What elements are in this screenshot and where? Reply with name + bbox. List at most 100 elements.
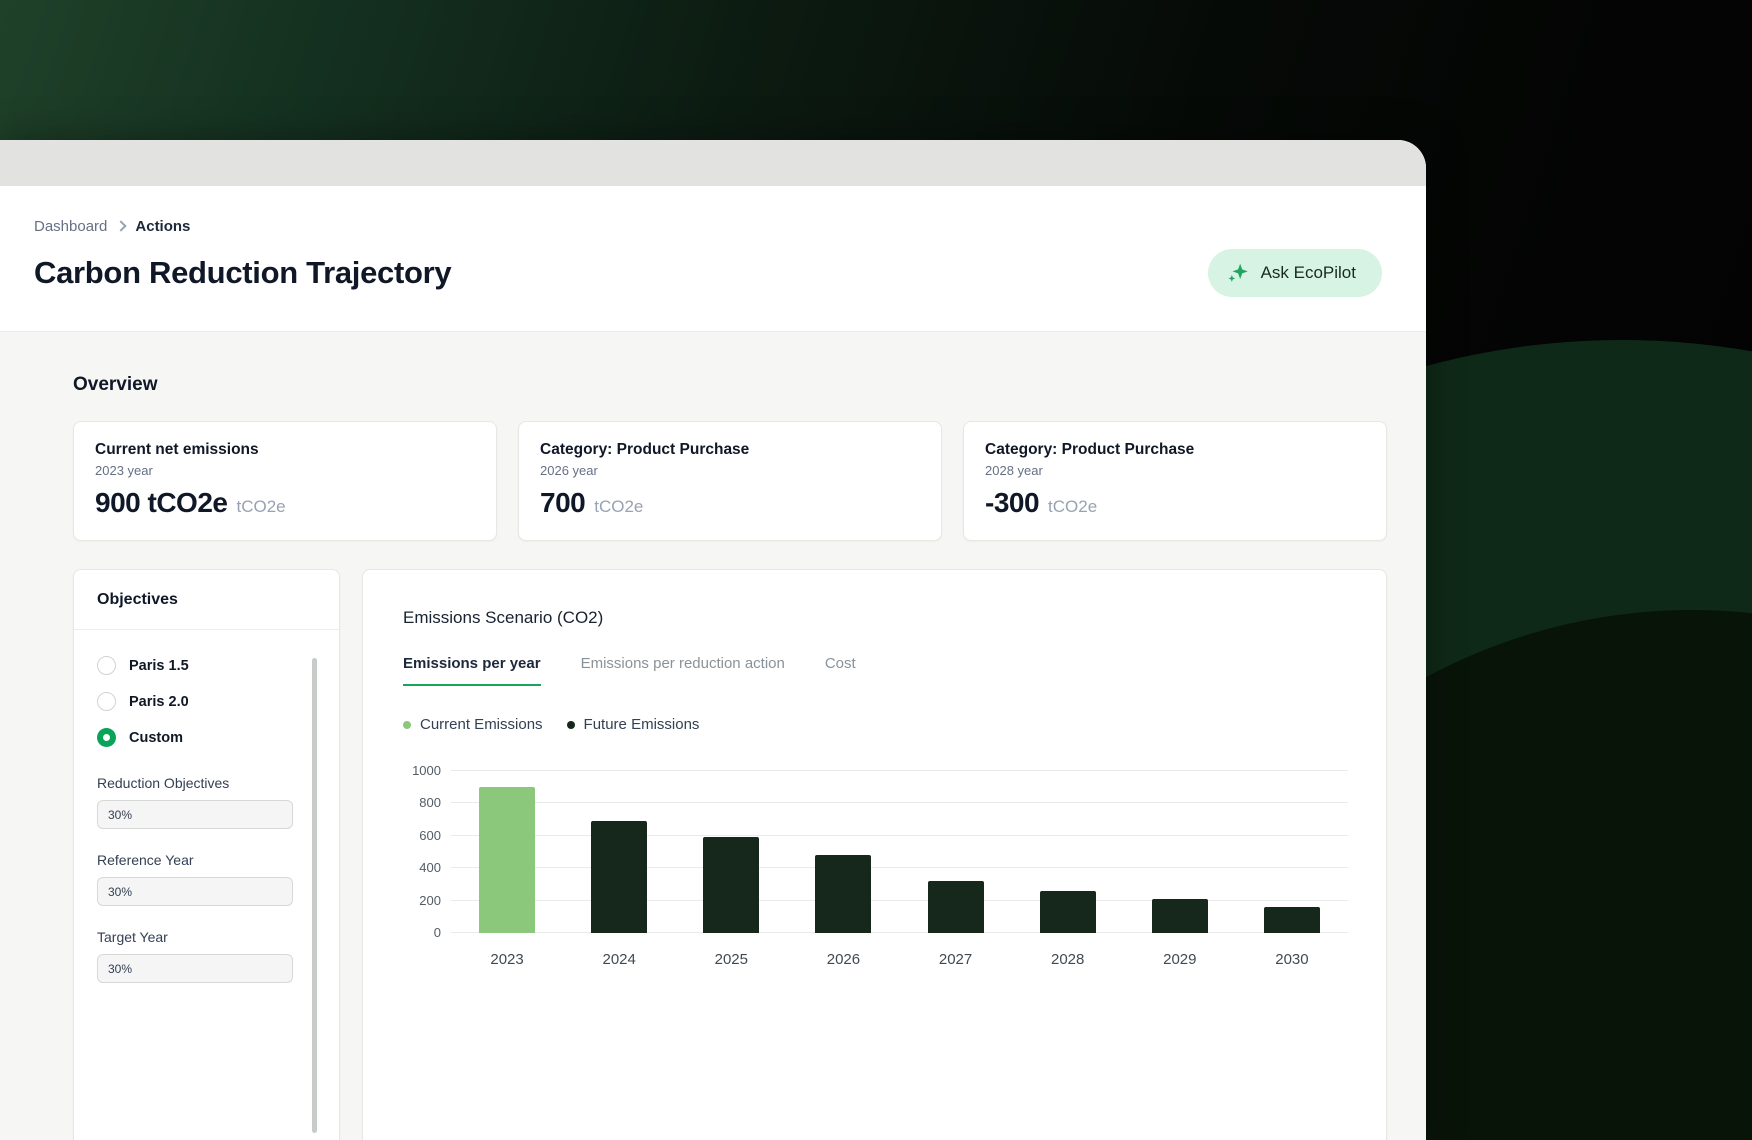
bar-2024 (591, 821, 648, 933)
stat-card-category-2026: Category: Product Purchase 2026 year 700… (518, 421, 942, 541)
y-tick-label: 200 (419, 892, 441, 908)
stat-card-subtitle: 2023 year (95, 463, 153, 478)
bar-2025 (703, 837, 760, 933)
field-input-reference-year[interactable] (97, 877, 293, 906)
bar-2026 (815, 855, 872, 933)
x-tick-label: 2026 (826, 951, 861, 968)
sparkle-icon (1227, 263, 1248, 282)
legend-dot-icon (403, 720, 411, 729)
chart-x-labels: 2023 2024 2025 2026 2027 2028 2029 2030 (451, 951, 1348, 968)
breadcrumb: Dashboard Actions (34, 218, 1382, 235)
legend-label: Current Emissions (420, 716, 543, 733)
y-tick-label: 800 (419, 795, 441, 811)
bar-slot (675, 771, 787, 933)
gridline: 1000 (412, 763, 1348, 778)
field-input-reduction-objectives[interactable] (97, 800, 293, 829)
main-panel: Dashboard Actions Carbon Reduction Traje… (0, 140, 1426, 1140)
stat-card-category-2028: Category: Product Purchase 2028 year -30… (963, 421, 1387, 541)
stat-card-value: 700 (540, 487, 586, 518)
bar-slot (1236, 771, 1348, 933)
tab-emissions-per-reduction-action[interactable]: Emissions per reduction action (580, 655, 785, 672)
objectives-panel: Objectives Paris 1.5 Paris 2.0 Custom Redu… (73, 569, 340, 1140)
stat-card-subtitle: 2026 year (540, 463, 598, 478)
objective-field: Reduction Objectives (97, 775, 316, 829)
chevron-right-icon (115, 220, 128, 232)
x-tick-label: 2027 (938, 951, 973, 968)
objective-option-paris-1-5[interactable]: Paris 1.5 (97, 656, 316, 675)
stat-card-title: Category: Product Purchase (985, 441, 1195, 458)
y-tick-label: 400 (419, 860, 441, 876)
legend-dot-icon (566, 720, 575, 729)
ask-ecopilot-button[interactable]: Ask EcoPilot (1207, 249, 1382, 297)
stat-card-unit: tCO2e (594, 497, 644, 516)
bar-2029 (1151, 898, 1208, 933)
bar-2028 (1039, 890, 1096, 933)
bar-2027 (927, 881, 984, 933)
gridline: 400 (419, 860, 1348, 875)
breadcrumb-dashboard[interactable]: Dashboard (34, 218, 108, 235)
x-tick-label: 2023 (490, 951, 524, 968)
stat-card-unit: tCO2e (1048, 497, 1098, 516)
chart-plot: 0 200 400 600 800 1000 (412, 763, 1348, 940)
objectives-options: Paris 1.5 Paris 2.0 Custom (74, 630, 339, 747)
objective-field: Reference Year (97, 852, 316, 906)
breadcrumb-actions: Actions (135, 218, 191, 235)
tab-emissions-per-year[interactable]: Emissions per year (403, 655, 541, 686)
field-label: Reduction Objectives (97, 775, 230, 791)
page-header: Dashboard Actions Carbon Reduction Traje… (0, 186, 1426, 332)
objective-option-label: Custom (129, 729, 183, 746)
stat-card-value: 900 tCO2e (95, 487, 228, 518)
field-input-target-year[interactable] (97, 954, 293, 983)
objectives-fields: Reduction Objectives Reference Year Target… (74, 747, 339, 983)
bar-slot (900, 771, 1012, 933)
chart-title: Emissions Scenario (CO2) (403, 608, 604, 627)
x-tick-label: 2024 (602, 951, 636, 968)
bar-slot (451, 771, 563, 933)
page-title: Carbon Reduction Trajectory (34, 255, 452, 290)
stat-card-value-row: 700 tCO2e (540, 487, 920, 519)
x-tick-label: 2028 (1051, 951, 1085, 968)
bar-2023 (479, 787, 536, 933)
objectives-title: Objectives (97, 591, 178, 608)
overview-heading: Overview (73, 374, 158, 395)
radio-unchecked-icon[interactable] (97, 656, 116, 675)
bars-row (451, 771, 1348, 933)
ask-ecopilot-label: Ask EcoPilot (1260, 263, 1356, 282)
stat-card-subtitle: 2028 year (985, 463, 1043, 478)
objectives-scrollbar[interactable] (312, 658, 317, 1133)
stat-card-value: -300 (985, 487, 1040, 518)
legend-item: Future Emissions (566, 716, 700, 733)
tab-cost[interactable]: Cost (824, 655, 856, 672)
stat-card-value-row: 900 tCO2e tCO2e (95, 487, 475, 519)
bar-slot (1124, 771, 1236, 933)
bar-slot (1012, 771, 1124, 933)
objective-option-custom[interactable]: Custom (97, 728, 316, 747)
field-label: Reference Year (97, 852, 194, 868)
gridline: 200 (419, 893, 1348, 908)
scenario-tabs: Emissions per year Emissions per reductio… (403, 655, 1348, 686)
content-area: Overview Current net emissions 2023 year… (0, 332, 1426, 1140)
radio-unchecked-icon[interactable] (97, 692, 116, 711)
gridline: 600 (419, 828, 1348, 843)
objectives-divider (74, 629, 339, 630)
stat-card-title: Category: Product Purchase (540, 441, 750, 458)
bar-slot (787, 771, 899, 933)
emissions-scenario-panel: Emissions Scenario (CO2) Emissions per y… (362, 569, 1387, 1140)
title-row: Carbon Reduction Trajectory Ask EcoPilot (34, 249, 1382, 297)
bar-2030 (1263, 907, 1320, 933)
radio-checked-icon[interactable] (97, 728, 116, 747)
stat-card-title: Current net emissions (95, 441, 259, 458)
legend-item: Current Emissions (403, 716, 543, 733)
x-tick-label: 2025 (714, 951, 748, 968)
gridline: 0 (434, 925, 1348, 940)
y-tick-label: 600 (419, 827, 441, 843)
field-label: Target Year (97, 929, 168, 945)
objective-option-label: Paris 2.0 (129, 693, 189, 710)
x-tick-label: 2030 (1275, 951, 1309, 968)
legend-label: Future Emissions (583, 716, 700, 733)
y-tick-label: 0 (433, 925, 441, 940)
objective-option-paris-2-0[interactable]: Paris 2.0 (97, 692, 316, 711)
objective-option-label: Paris 1.5 (129, 657, 189, 674)
top-strip (0, 140, 1426, 186)
